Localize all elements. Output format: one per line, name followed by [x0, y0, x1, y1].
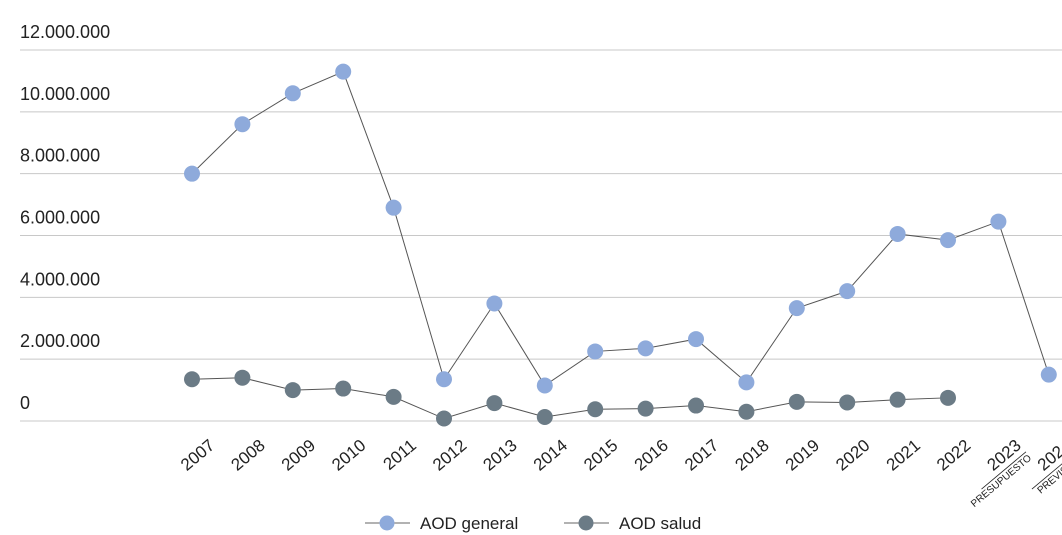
y-tick-label: 0 — [20, 393, 30, 413]
data-point — [385, 388, 402, 405]
x-tick-label: 2008 — [227, 436, 268, 475]
data-point — [637, 340, 654, 357]
x-tick: 2018 — [731, 436, 772, 475]
x-tick: 2019 — [782, 436, 823, 475]
x-tick-label: 2009 — [278, 436, 319, 475]
data-point — [990, 213, 1007, 230]
data-point — [284, 85, 301, 102]
data-point — [1040, 366, 1057, 383]
y-tick-label: 6.000.000 — [20, 208, 100, 228]
x-tick: 2014 — [530, 436, 571, 475]
x-tick-underline — [981, 451, 1027, 490]
data-point — [940, 232, 956, 249]
legend-label-salud: AOD salud — [619, 514, 701, 533]
data-point — [839, 394, 856, 411]
y-axis-ticks: 12.000.000 10.000.000 8.000.000 6.000.000 4.… — [20, 22, 110, 413]
x-tick: 2008 — [227, 436, 268, 475]
x-tick-label: 2022 — [933, 436, 974, 475]
x-tick: 2021 — [883, 436, 924, 475]
data-point — [738, 374, 755, 391]
x-tick-label: 2020 — [832, 436, 873, 475]
data-point — [385, 199, 402, 216]
x-tick: 2015 — [580, 436, 621, 475]
x-tick-label: 2016 — [631, 436, 672, 475]
data-point — [284, 382, 301, 399]
x-tick-underline — [1031, 451, 1062, 490]
x-tick-label: 2017 — [681, 436, 722, 475]
data-point — [738, 403, 755, 420]
data-point — [486, 295, 503, 312]
data-point — [184, 371, 200, 388]
legend: AOD general AOD salud — [365, 514, 701, 533]
data-point — [637, 400, 654, 417]
series-line — [191, 377, 949, 420]
x-tick-label: 2013 — [479, 436, 520, 475]
x-tick: 2009 — [278, 436, 319, 475]
x-tick-label: 2010 — [328, 436, 369, 475]
x-tick: 2016 — [631, 436, 672, 475]
data-point — [184, 165, 200, 182]
data-point — [436, 371, 452, 388]
x-tick: 2010 — [328, 436, 369, 475]
x-tick: 2022 — [933, 436, 974, 475]
gridlines — [20, 49, 1062, 422]
series-line — [191, 70, 1050, 387]
data-point — [839, 283, 856, 300]
data-point — [536, 408, 553, 425]
data-point — [889, 391, 906, 408]
x-tick-label: 2021 — [883, 436, 924, 475]
data-point — [889, 225, 906, 242]
data-point — [688, 331, 704, 348]
x-tick: 2013 — [479, 436, 520, 475]
y-tick-label: 4.000.000 — [20, 269, 100, 289]
data-point — [587, 401, 604, 418]
x-tick-label: 2015 — [580, 436, 621, 475]
data-point — [788, 393, 805, 410]
data-point — [234, 369, 251, 386]
y-tick-label: 8.000.000 — [20, 146, 100, 166]
data-point — [335, 380, 352, 397]
data-point — [536, 377, 553, 394]
series-layer — [184, 63, 1057, 427]
data-point — [788, 300, 805, 317]
y-tick-label: 12.000.000 — [20, 22, 110, 42]
legend-marker-general — [379, 515, 395, 531]
x-tick: 2012 — [429, 436, 470, 475]
x-tick: 2017 — [681, 436, 722, 475]
x-tick-label: 2007 — [177, 436, 218, 475]
data-point — [587, 343, 604, 360]
data-point — [688, 397, 704, 414]
legend-marker-salud — [578, 515, 594, 531]
x-tick-label: 2012 — [429, 436, 470, 475]
data-point — [234, 116, 251, 133]
data-point — [940, 389, 956, 406]
x-tick: 2007 — [177, 436, 218, 475]
x-tick: 2011 — [380, 436, 420, 474]
x-tick-label: 2018 — [731, 436, 772, 475]
x-tick-label: 2011 — [380, 436, 420, 474]
y-tick-label: 10.000.000 — [20, 84, 110, 104]
y-tick-label: 2.000.000 — [20, 331, 100, 351]
data-point — [335, 63, 352, 80]
data-point — [436, 410, 452, 427]
x-tick: 2020 — [832, 436, 873, 475]
data-point — [486, 395, 503, 412]
legend-label-general: AOD general — [420, 514, 518, 533]
x-axis-ticks: 2007 2008 2009 2010 2011 2012 2013 2014 2015 2016… — [177, 436, 1062, 510]
x-tick-label: 2014 — [530, 436, 571, 475]
x-tick-label: 2019 — [782, 436, 823, 475]
